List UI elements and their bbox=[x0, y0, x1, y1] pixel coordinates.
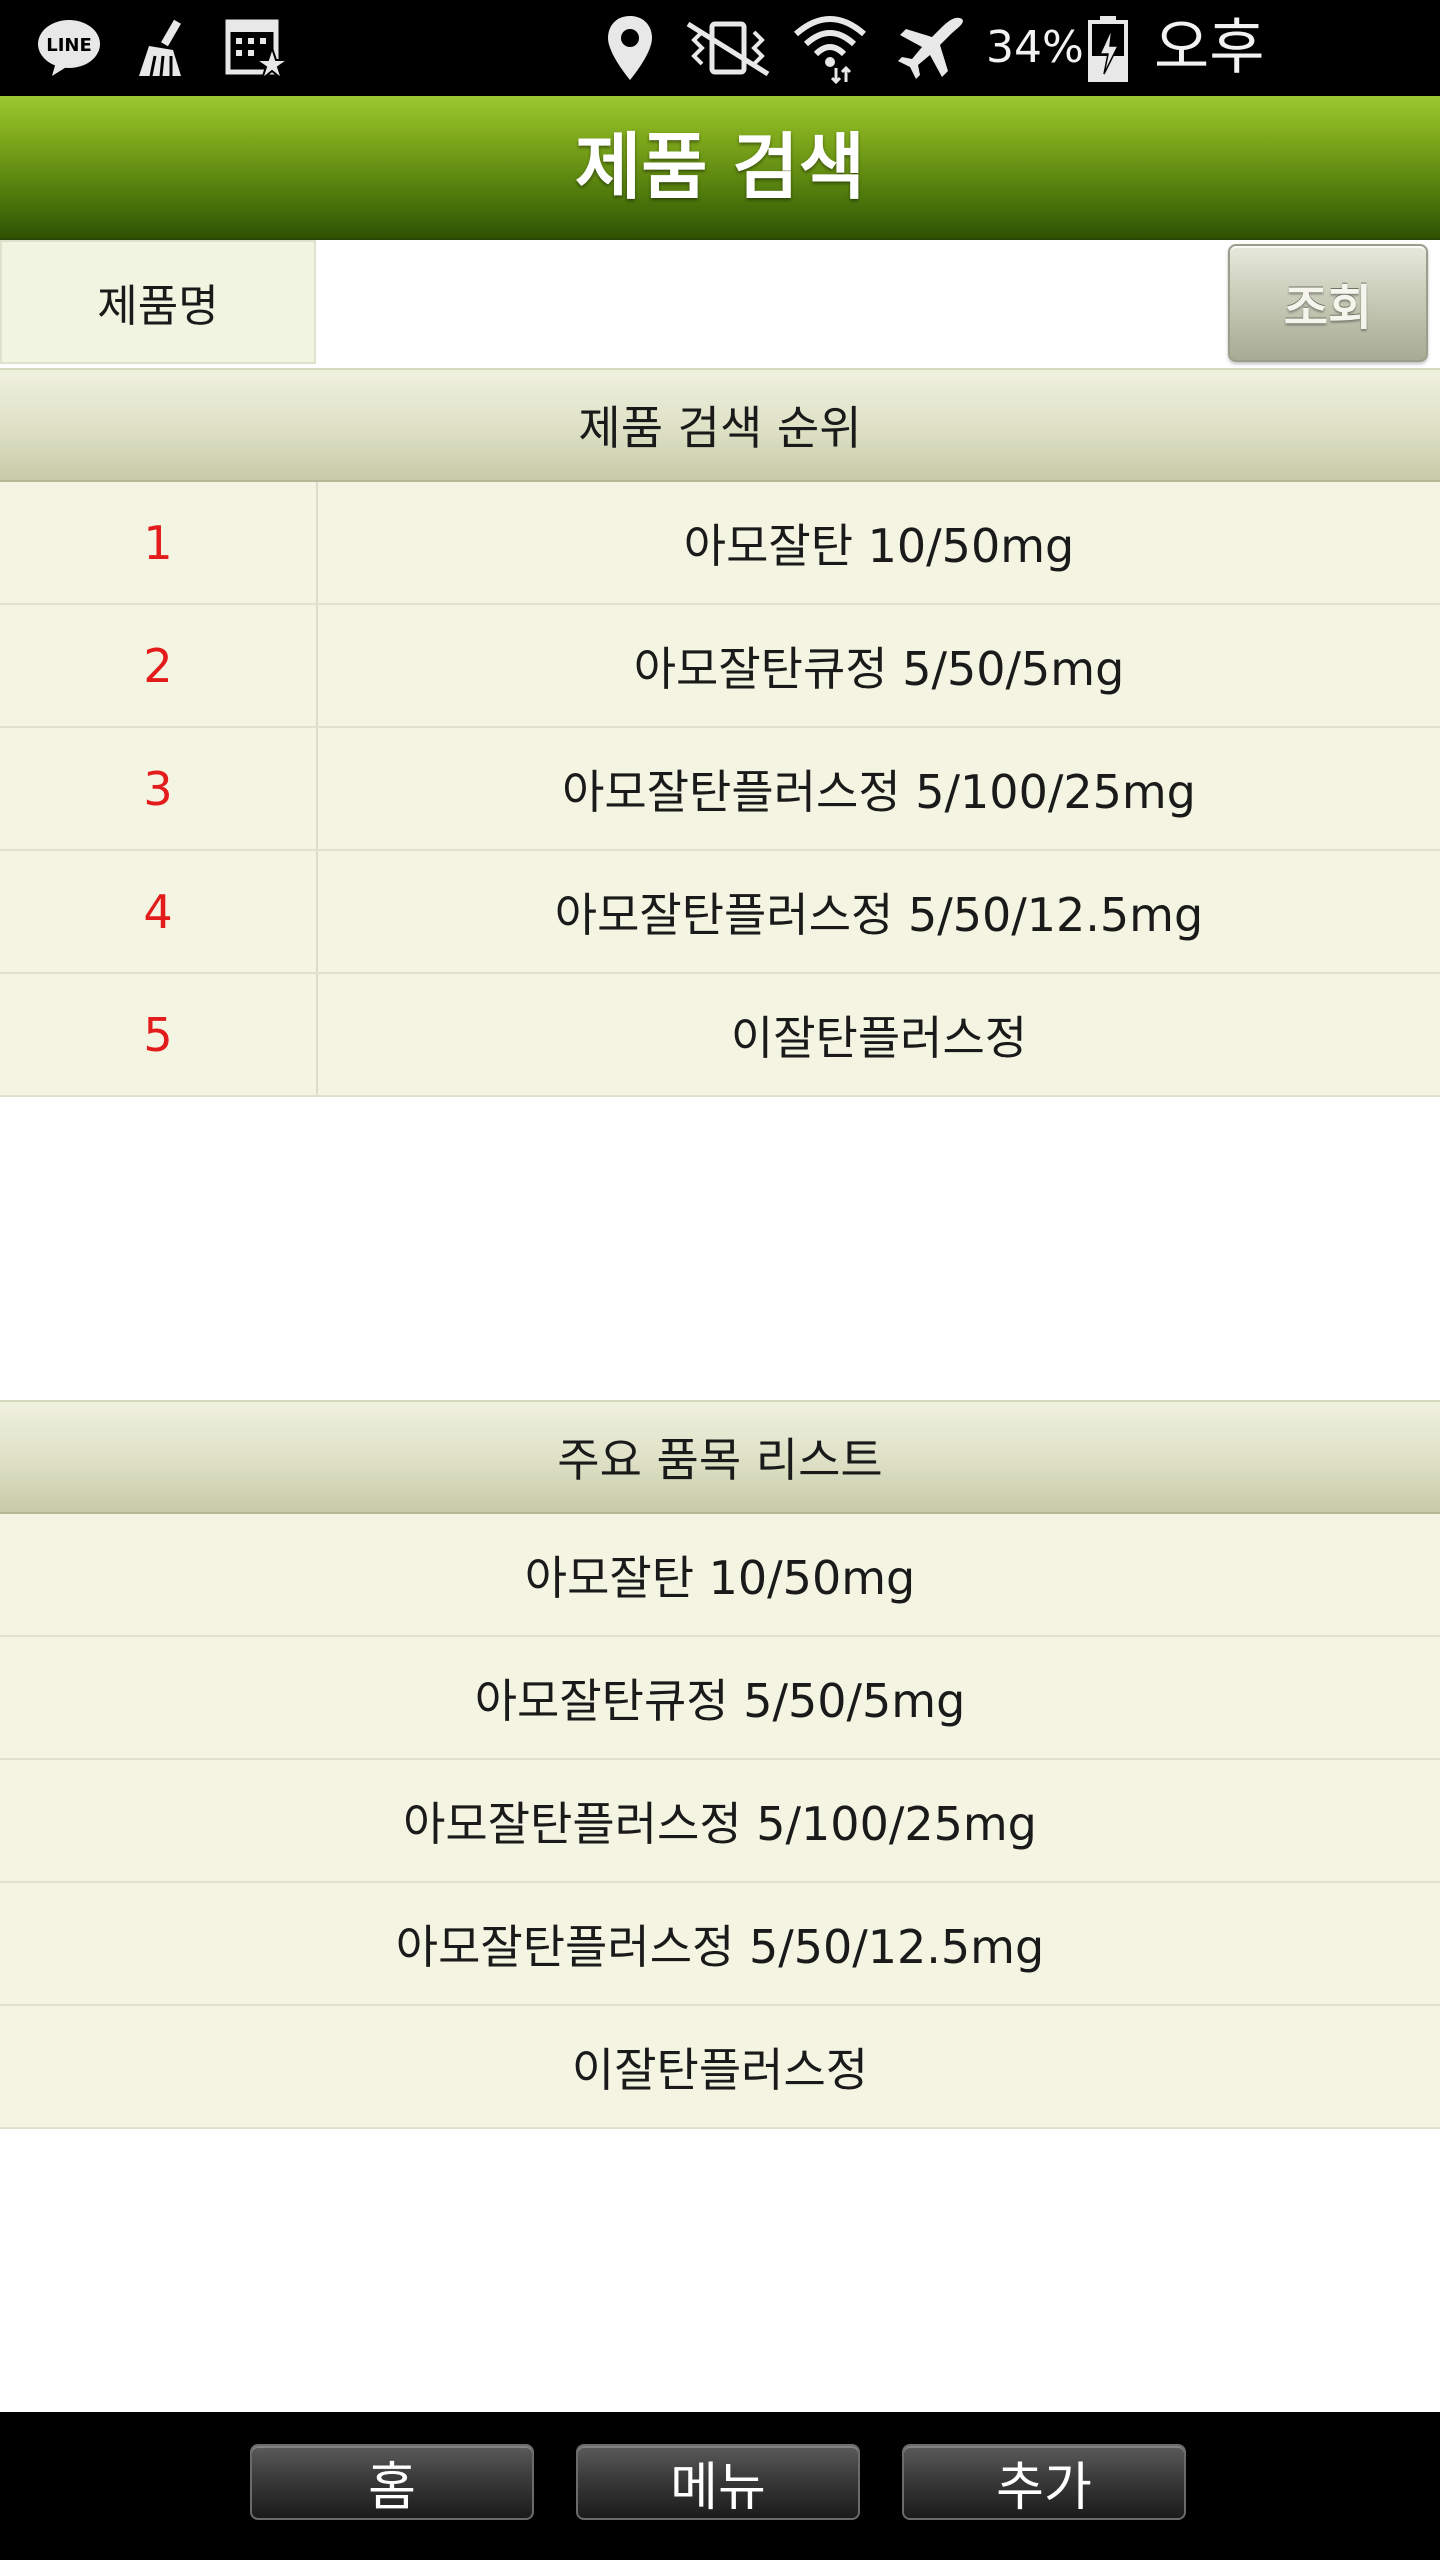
rank-product-name[interactable]: 이잘탄플러스정 bbox=[730, 1010, 1028, 1065]
page-title: 제품 검색 bbox=[574, 125, 866, 209]
list-item[interactable]: 이잘탄플러스정 bbox=[0, 2006, 1440, 2129]
clock: 오후 4:07 bbox=[1154, 13, 1289, 179]
rank-number: 1 bbox=[0, 482, 318, 603]
rank-number: 4 bbox=[0, 851, 318, 972]
rank-product-name[interactable]: 아모잘탄플러스정 5/50/12.5mg bbox=[554, 887, 1204, 942]
ranking-row[interactable]: 1 아모잘탄 10/50mg bbox=[0, 482, 1440, 605]
battery-percent: 34% bbox=[986, 22, 1084, 73]
product-name-input[interactable] bbox=[320, 242, 1220, 360]
rank-product-name[interactable]: 아모잘탄큐정 5/50/5mg bbox=[633, 641, 1125, 696]
cleaner-broom-icon bbox=[126, 0, 196, 96]
ranking-row[interactable]: 3 아모잘탄플러스정 5/100/25mg bbox=[0, 728, 1440, 851]
ranking-row[interactable]: 4 아모잘탄플러스정 5/50/12.5mg bbox=[0, 851, 1440, 974]
search-button[interactable]: 조회 bbox=[1228, 244, 1428, 362]
list-item[interactable]: 아모잘탄 10/50mg bbox=[0, 1514, 1440, 1637]
bottom-nav-bar: 홈 메뉴 추가 bbox=[0, 2412, 1440, 2560]
product-name-label: 제품명 bbox=[0, 240, 316, 364]
rank-number: 3 bbox=[0, 728, 318, 849]
rank-number: 5 bbox=[0, 974, 318, 1095]
add-button[interactable]: 추가 bbox=[902, 2444, 1186, 2520]
list-item[interactable]: 아모잘탄플러스정 5/50/12.5mg bbox=[0, 1883, 1440, 2006]
search-row: 제품명 조회 bbox=[0, 240, 1440, 366]
line-app-icon: LINE bbox=[34, 0, 104, 96]
main-items-section-header: 주요 품목 리스트 bbox=[0, 1400, 1440, 1514]
airplane-mode-icon bbox=[896, 0, 970, 96]
location-pin-icon bbox=[600, 0, 660, 96]
list-item[interactable]: 아모잘탄플러스정 5/100/25mg bbox=[0, 1760, 1440, 1883]
rank-number: 2 bbox=[0, 605, 318, 726]
title-bar: 제품 검색 bbox=[0, 96, 1440, 240]
main-items-list: 아모잘탄 10/50mg 아모잘탄큐정 5/50/5mg 아모잘탄플러스정 5/… bbox=[0, 1514, 1440, 2129]
list-item[interactable]: 아모잘탄큐정 5/50/5mg bbox=[0, 1637, 1440, 1760]
ranking-row[interactable]: 2 아모잘탄큐정 5/50/5mg bbox=[0, 605, 1440, 728]
menu-button[interactable]: 메뉴 bbox=[576, 2444, 860, 2520]
svg-text:LINE: LINE bbox=[46, 35, 92, 56]
battery-charging-icon bbox=[1084, 0, 1132, 96]
vibrate-mute-icon bbox=[680, 0, 776, 96]
ranking-table: 1 아모잘탄 10/50mg 2 아모잘탄큐정 5/50/5mg 3 아모잘탄플… bbox=[0, 482, 1440, 1097]
home-button[interactable]: 홈 bbox=[250, 2444, 534, 2520]
ranking-row[interactable]: 5 이잘탄플러스정 bbox=[0, 974, 1440, 1097]
status-bar: LINE bbox=[0, 0, 1440, 179]
wifi-icon bbox=[790, 0, 870, 96]
ranking-section-header: 제품 검색 순위 bbox=[0, 368, 1440, 482]
rank-product-name[interactable]: 아모잘탄 10/50mg bbox=[683, 518, 1075, 573]
calendar-star-icon bbox=[222, 0, 292, 96]
rank-product-name[interactable]: 아모잘탄플러스정 5/100/25mg bbox=[562, 764, 1196, 819]
